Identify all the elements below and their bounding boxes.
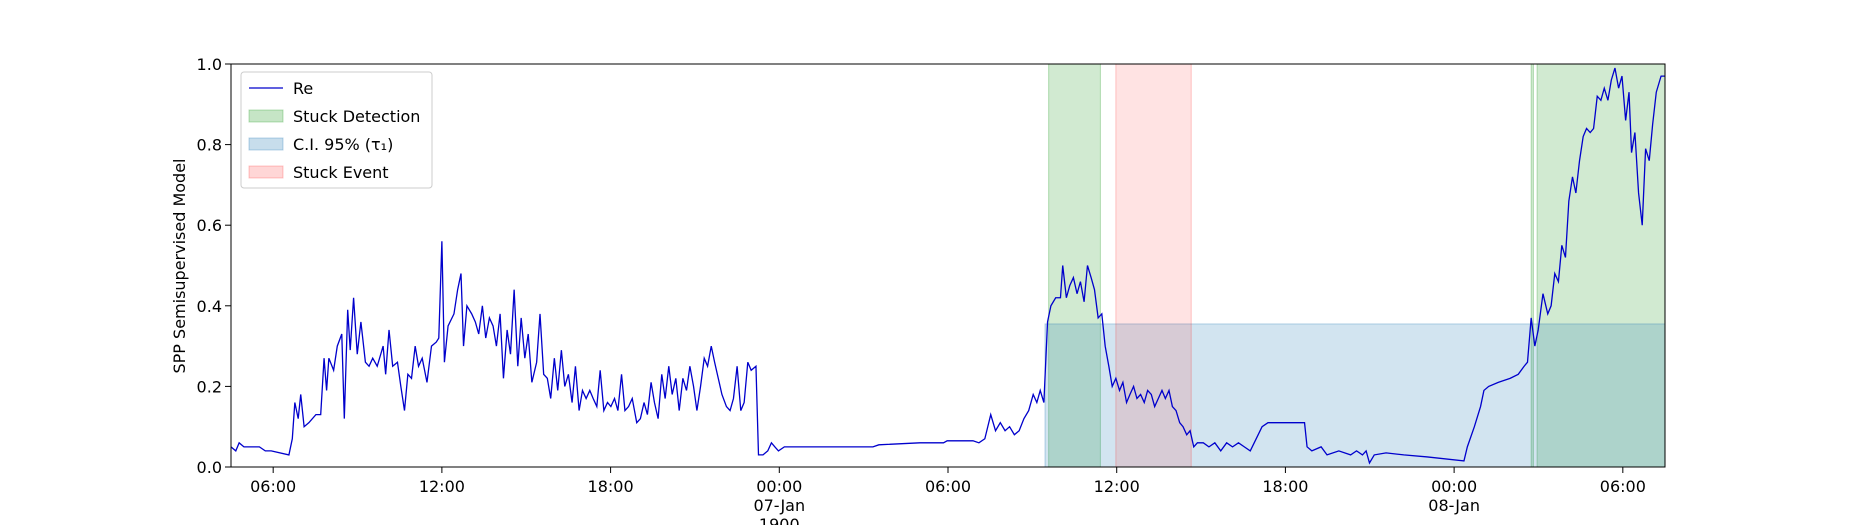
legend-patch — [248, 165, 284, 179]
y-tick-label: 0.4 — [197, 297, 222, 316]
x-tick-label: 12:00 — [419, 477, 465, 496]
y-tick-label: 0.2 — [197, 377, 222, 396]
band — [1048, 63, 1101, 468]
legend-label: C.I. 95% (τ₁) — [293, 135, 393, 154]
band — [1536, 63, 1666, 468]
band — [1115, 63, 1192, 468]
x-tick-label: 18:00 — [1262, 477, 1308, 496]
y-tick-label: 0.6 — [197, 216, 222, 235]
legend-patch — [248, 137, 284, 151]
legend-label: Re — [293, 79, 313, 98]
legend-label: Stuck Event — [293, 163, 389, 182]
x-tick-label: 06:00 — [1600, 477, 1646, 496]
x-tick-label: 18:00 — [588, 477, 634, 496]
y-tick-label: 1.0 — [197, 55, 222, 74]
legend-patch — [248, 109, 284, 123]
legend-label: Stuck Detection — [293, 107, 420, 126]
x-tick-label: 00:00 07-Jan 1900 — [753, 477, 805, 525]
x-tick-label: 12:00 — [1094, 477, 1140, 496]
y-tick-label: 0.0 — [197, 458, 222, 477]
x-tick-label: 06:00 — [925, 477, 971, 496]
legend-box — [240, 71, 433, 189]
x-tick-label: 00:00 08-Jan — [1428, 477, 1480, 515]
y-tick-label: 0.8 — [197, 136, 222, 155]
y-axis-label: SPP Semisupervised Model — [170, 159, 189, 374]
line — [230, 67, 1665, 465]
x-tick-label: 06:00 — [250, 477, 296, 496]
